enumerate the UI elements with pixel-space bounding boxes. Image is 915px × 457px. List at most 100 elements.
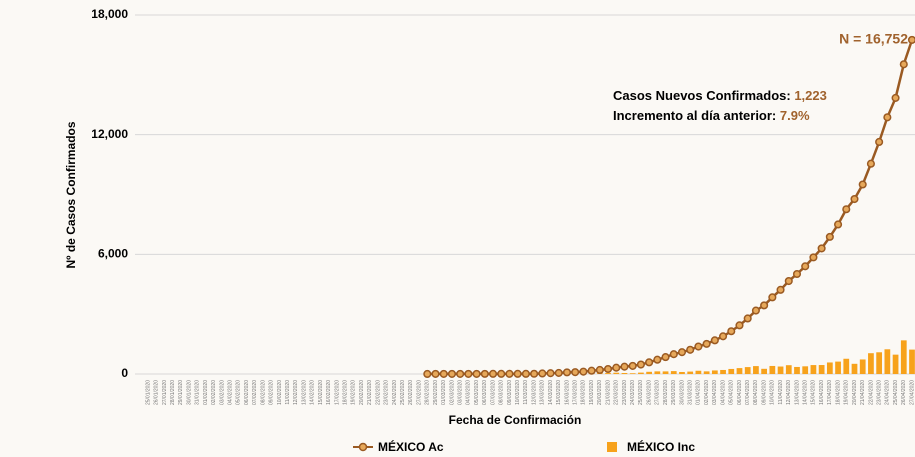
- bar: [687, 371, 694, 374]
- x-tick-label: 05/02/2020: [236, 380, 242, 405]
- x-tick-label: 13/04/2020: [794, 380, 800, 405]
- bar: [810, 365, 817, 374]
- bar: [843, 358, 850, 374]
- annotation-value: 1,223: [794, 88, 827, 103]
- point: [472, 369, 481, 378]
- bar: [703, 371, 710, 374]
- point: [546, 369, 555, 378]
- x-tick-label: 28/03/2020: [663, 380, 669, 405]
- bar: [654, 371, 661, 374]
- x-tick-label: 04/04/2020: [720, 380, 726, 405]
- x-tick-label: 22/03/2020: [614, 380, 620, 405]
- x-tick-label: 25/04/2020: [893, 380, 899, 405]
- point: [620, 362, 629, 371]
- point: [809, 253, 818, 262]
- bar: [785, 365, 792, 374]
- x-tick-label: 02/03/2020: [449, 380, 455, 405]
- point: [866, 159, 875, 168]
- point: [686, 345, 695, 354]
- bar: [859, 359, 866, 374]
- point: [628, 361, 637, 370]
- x-tick-label: 22/02/2020: [375, 380, 381, 405]
- x-tick-label: 10/03/2020: [515, 380, 521, 405]
- x-tick-label: 19/03/2020: [589, 380, 595, 405]
- point: [612, 363, 621, 372]
- x-tick-label: 26/04/2020: [901, 380, 907, 405]
- point: [751, 306, 760, 315]
- x-tick-label: 05/04/2020: [729, 380, 735, 405]
- bar: [900, 340, 907, 374]
- x-tick-label: 04/03/2020: [466, 380, 472, 405]
- x-tick-label: 18/03/2020: [581, 380, 587, 405]
- legend-label: MÉXICO Inc: [627, 439, 695, 454]
- bar: [892, 354, 899, 374]
- bar: [621, 372, 628, 374]
- point: [423, 369, 432, 379]
- increment-annotation: Incremento al día anterior: 7.9%: [613, 108, 810, 123]
- point: [579, 367, 588, 376]
- point: [431, 369, 440, 378]
- x-tick-label: 30/01/2020: [186, 380, 192, 405]
- point: [480, 369, 489, 378]
- x-tick-label: 08/02/2020: [260, 380, 266, 405]
- x-tick-label: 23/02/2020: [384, 380, 390, 405]
- point: [850, 194, 859, 204]
- bar: [711, 370, 718, 374]
- x-tick-label: 20/02/2020: [359, 380, 365, 405]
- x-tick-label: 04/02/2020: [227, 380, 233, 405]
- x-tick-label: 25/01/2020: [145, 380, 151, 405]
- point: [694, 342, 703, 351]
- x-tick-label: 13/03/2020: [540, 380, 546, 405]
- bar: [909, 349, 915, 374]
- bar: [695, 370, 702, 374]
- point: [899, 60, 908, 69]
- x-tick-label: 28/01/2020: [170, 380, 176, 405]
- legend: MÉXICO Inc MÉXICO Ac: [353, 439, 695, 454]
- x-tick-label: 15/02/2020: [318, 380, 324, 405]
- point: [743, 314, 752, 323]
- annotation-label: Casos Nuevos Confirmados:: [613, 88, 791, 103]
- x-tick-label: 07/04/2020: [745, 380, 751, 405]
- y-tick-label: 12,000: [91, 127, 128, 141]
- point: [554, 368, 563, 377]
- point: [858, 180, 867, 189]
- x-tick-label: 22/04/2020: [868, 380, 874, 405]
- x-tick-label: 09/03/2020: [507, 380, 513, 405]
- x-tick-label: 24/03/2020: [630, 380, 636, 405]
- x-tick-label: 02/02/2020: [211, 380, 217, 405]
- point: [842, 205, 851, 214]
- new-cases-annotation: Casos Nuevos Confirmados: 1,223: [613, 88, 827, 103]
- x-tick-label: 25/02/2020: [400, 380, 406, 405]
- point: [710, 336, 719, 345]
- x-tick-label: 18/02/2020: [342, 380, 348, 405]
- y-axis-label: Nº de Casos Confirmados: [64, 121, 78, 268]
- point: [834, 220, 843, 229]
- x-tick-label: 01/02/2020: [203, 380, 209, 405]
- bar: [802, 366, 809, 374]
- x-tick-label: 08/04/2020: [753, 380, 759, 405]
- x-tick-label: 16/03/2020: [564, 380, 570, 405]
- x-tick-label: 17/02/2020: [334, 380, 340, 405]
- bar: [605, 373, 611, 374]
- point: [497, 369, 506, 378]
- x-tick-label: 15/03/2020: [556, 380, 562, 405]
- x-tick-label: 08/03/2020: [499, 380, 505, 405]
- point: [801, 262, 810, 271]
- x-tick-label: 21/02/2020: [367, 380, 373, 405]
- bar: [794, 366, 800, 374]
- x-tick-label: 23/03/2020: [622, 380, 628, 405]
- bar: [835, 361, 841, 374]
- x-tick-label: 27/03/2020: [655, 380, 661, 405]
- bar: [884, 349, 891, 374]
- point: [669, 350, 678, 359]
- x-tick-label: 27/04/2020: [909, 380, 915, 405]
- bar: [744, 367, 751, 374]
- bar: [646, 371, 652, 374]
- point: [702, 339, 711, 348]
- x-tick-label: 01/04/2020: [696, 380, 702, 405]
- point: [776, 285, 785, 294]
- x-tick-label: 14/04/2020: [803, 380, 809, 405]
- annotation-value: 7.9%: [780, 108, 810, 123]
- bar: [629, 373, 636, 374]
- point: [456, 369, 465, 378]
